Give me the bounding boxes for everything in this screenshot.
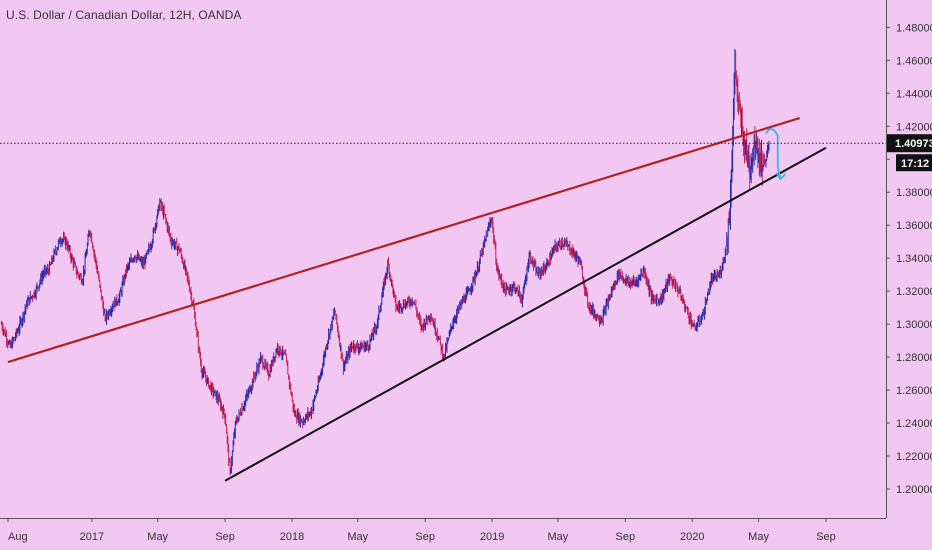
y-tick-label: 1.32000 bbox=[896, 286, 932, 298]
x-tick-label: 2018 bbox=[280, 531, 304, 543]
support-trendline bbox=[224, 146, 827, 482]
y-tick-label: 1.34000 bbox=[896, 253, 932, 265]
last-price-value: 1.40973 bbox=[895, 138, 932, 150]
x-tick-label: May bbox=[347, 531, 368, 543]
x-tick-label: May bbox=[147, 531, 168, 543]
x-tick-label: Sep bbox=[616, 531, 636, 543]
x-tick-label: Sep bbox=[215, 531, 235, 543]
countdown-badge bbox=[896, 154, 932, 172]
y-tick-label: 1.30000 bbox=[896, 319, 932, 331]
y-tick-label: 1.44000 bbox=[896, 88, 932, 100]
x-tick-label: May bbox=[548, 531, 569, 543]
y-tick-label: 1.22000 bbox=[896, 451, 932, 463]
projection-path bbox=[764, 128, 782, 180]
y-tick-label: 1.36000 bbox=[896, 220, 932, 232]
resistance-trendline bbox=[7, 116, 801, 364]
x-tick-label: 2019 bbox=[480, 531, 504, 543]
projection-arrowhead bbox=[775, 172, 787, 181]
x-tick-label: Aug bbox=[8, 531, 28, 543]
y-tick-label: 1.20000 bbox=[896, 484, 932, 496]
y-tick-label: 1.48000 bbox=[896, 22, 932, 34]
y-tick-label: 1.24000 bbox=[896, 418, 932, 430]
y-tick-label: 1.42000 bbox=[896, 121, 932, 133]
x-tick-label: 2017 bbox=[80, 531, 104, 543]
x-tick-label: May bbox=[748, 531, 769, 543]
y-tick-label: 1.46000 bbox=[896, 55, 932, 67]
x-tick-label: Sep bbox=[816, 531, 836, 543]
y-tick-label: 1.38000 bbox=[896, 187, 932, 199]
x-tick-label: Sep bbox=[415, 531, 435, 543]
last-price-badge bbox=[887, 134, 932, 153]
chart-title: U.S. Dollar / Canadian Dollar, 12H, OAND… bbox=[6, 8, 242, 22]
countdown-value: 17:12 bbox=[901, 158, 929, 170]
y-tick-label: 1.26000 bbox=[896, 385, 932, 397]
y-tick-label: 1.28000 bbox=[896, 352, 932, 364]
x-tick-label: 2020 bbox=[680, 531, 704, 543]
